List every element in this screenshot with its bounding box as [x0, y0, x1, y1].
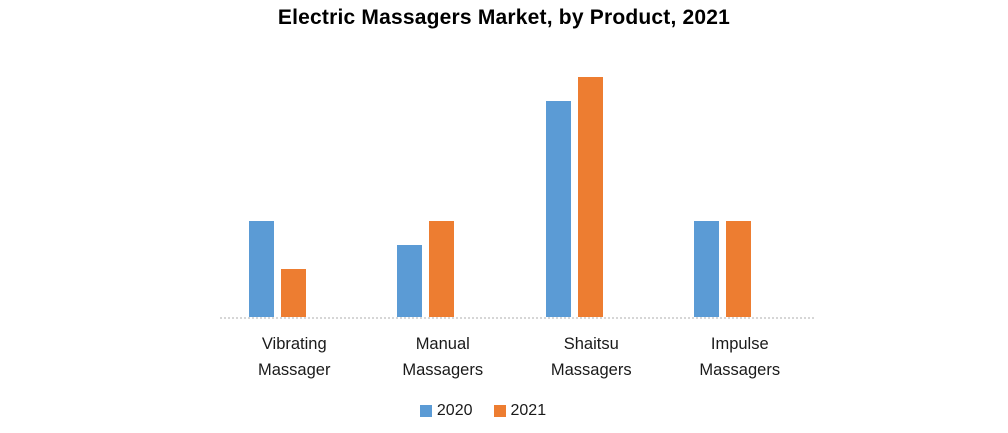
- chart-title: Electric Massagers Market, by Product, 2…: [277, 6, 731, 29]
- bar-2020-2: [545, 101, 571, 317]
- category-group-0: [220, 77, 369, 317]
- bar-2021-0: [280, 269, 306, 317]
- x-axis-label-1: Manual Massagers: [402, 335, 484, 379]
- bar-2021-1: [429, 221, 455, 317]
- bar-pair-1: [397, 221, 455, 317]
- legend-label-2021: 2021: [510, 402, 547, 419]
- bar-2021-3: [726, 221, 752, 317]
- legend-swatch-2020: [419, 405, 432, 417]
- x-axis-labels: Vibrating Massager Manual Massagers Shaits…: [220, 331, 814, 383]
- category-group-3: [666, 77, 815, 317]
- bar-2021-2: [577, 77, 603, 317]
- bar-pair-3: [694, 221, 752, 317]
- x-axis-label-2: Shaitsu Massagers: [550, 335, 632, 379]
- bar-2020-1: [397, 245, 423, 317]
- bar-pair-2: [545, 77, 603, 317]
- legend-label-2020: 2020: [436, 402, 473, 419]
- category-group-1: [369, 77, 518, 317]
- bar-pair-0: [248, 221, 306, 317]
- bar-2020-0: [248, 221, 274, 317]
- x-axis-label-3: Impulse Massagers: [699, 335, 781, 379]
- bar-2020-3: [694, 221, 720, 317]
- x-axis-line: [220, 317, 814, 319]
- x-axis-label-0: Vibrating Massager: [258, 335, 331, 379]
- legend-item-2021: 2021: [493, 402, 547, 420]
- plot-area: [220, 77, 814, 317]
- category-group-2: [517, 77, 666, 317]
- legend-swatch-2021: [493, 405, 506, 417]
- legend-item-2020: 2020: [419, 402, 473, 420]
- legend: 2020 2021: [0, 402, 1008, 420]
